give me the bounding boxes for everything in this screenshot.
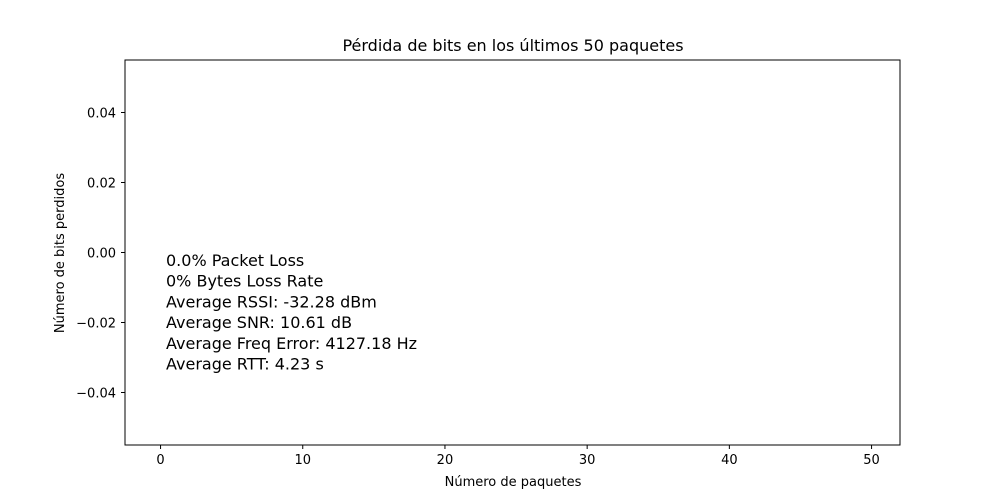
x-axis-label: Número de paquetes	[445, 475, 582, 490]
annotation-line: Average RTT: 4.23 s	[166, 355, 324, 374]
chart-title: Pérdida de bits en los últimos 50 paquet…	[342, 36, 683, 55]
y-tick-label: −0.02	[76, 317, 116, 332]
y-tick-label: 0.00	[87, 247, 116, 262]
x-tick-label: 10	[294, 453, 311, 468]
annotation-line: Average RSSI: -32.28 dBm	[166, 292, 377, 311]
x-tick-label: 20	[437, 453, 454, 468]
y-axis: 0.04 0.02 0.00 −0.02 −0.04	[76, 107, 125, 402]
y-tick-label: 0.04	[87, 107, 116, 122]
x-tick-label: 0	[156, 453, 164, 468]
y-tick-label: 0.02	[87, 177, 116, 192]
annotation-line: 0.0% Packet Loss	[166, 251, 304, 270]
x-tick-label: 30	[579, 453, 596, 468]
annotation-line: Average Freq Error: 4127.18 Hz	[166, 334, 417, 353]
x-tick-label: 40	[721, 453, 738, 468]
annotation-line: 0% Bytes Loss Rate	[166, 272, 323, 291]
annotation-line: Average SNR: 10.61 dB	[166, 313, 352, 332]
y-tick-label: −0.04	[76, 387, 116, 402]
x-axis: 0 10 20 30 40 50	[156, 445, 880, 468]
x-tick-label: 50	[863, 453, 880, 468]
y-axis-label: Número de bits perdidos	[53, 173, 68, 333]
